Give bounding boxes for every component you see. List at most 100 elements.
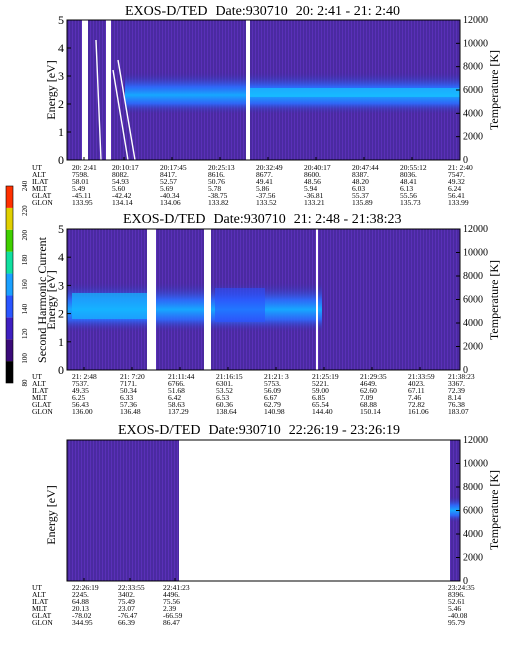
orbit-cell: 4496.	[163, 590, 180, 599]
orbit-cell: 20.13	[72, 604, 89, 613]
orbit-row-label: ILAT	[32, 177, 49, 186]
orbit-cell: 6.42	[168, 393, 181, 402]
panel-3-ylabel-right: Temperature [K]	[487, 470, 501, 550]
right-tick-label: 12000	[463, 15, 488, 26]
orbit-row-label: ILAT	[32, 386, 49, 395]
right-tick-label: 2000	[463, 553, 483, 564]
left-tick-label: 4	[58, 250, 64, 264]
orbit-cell: 133.82	[208, 198, 229, 207]
orbit-cell: 5221.	[312, 379, 329, 388]
colorbar-tick-label: 140	[21, 303, 29, 314]
orbit-row-label: GLAT	[32, 400, 52, 409]
orbit-cell: 57.36	[120, 400, 137, 409]
orbit-cell: 6.13	[400, 184, 413, 193]
colorbar-cell	[6, 186, 13, 208]
colorbar-tick-label: 200	[21, 230, 29, 241]
orbit-cell: -40.34	[160, 191, 180, 200]
panel-2-left-axis: 0 1 2 3 4 5	[58, 222, 71, 377]
panel-2-right-axis: 0 2000 4000 6000 8000 10000 12000	[456, 224, 488, 376]
panel-2-ylabel-right: Temperature [K]	[487, 260, 501, 340]
orbit-cell: 6766.	[168, 379, 185, 388]
orbit-row-label: MLT	[32, 393, 48, 402]
orbit-row-label: GLON	[32, 198, 53, 207]
colorbar-scale	[6, 186, 13, 383]
orbit-cell: 133.99	[448, 198, 469, 207]
orbit-cell: -38.75	[208, 191, 228, 200]
orbit-cell: 20: 2:41	[72, 163, 97, 172]
orbit-cell: 8.14	[448, 393, 461, 402]
left-tick-label: 1	[58, 125, 64, 139]
orbit-cell: 72.39	[448, 386, 465, 395]
colorbar-cell	[6, 339, 13, 362]
panel-3-band-right	[450, 496, 460, 522]
right-tick-label: 6000	[463, 295, 483, 306]
orbit-cell: 5.94	[304, 184, 317, 193]
orbit-row-label: GLAT	[32, 191, 52, 200]
left-tick-label: 0	[58, 363, 64, 377]
orbit-cell: 49.41	[256, 177, 273, 186]
orbit-cell: 22:26:19	[72, 583, 99, 592]
colorbar-tick-label: 220	[21, 205, 29, 216]
orbit-cell: 8600.	[304, 170, 321, 179]
orbit-cell: 133.52	[256, 198, 277, 207]
orbit-cell: 21:33:59	[408, 372, 435, 381]
right-tick-label: 10000	[463, 38, 488, 49]
orbit-cell: 344.95	[72, 618, 93, 627]
orbit-cell: 7.46	[408, 393, 421, 402]
orbit-cell: 135.89	[352, 198, 373, 207]
orbit-cell: -42.42	[112, 191, 132, 200]
orbit-cell: 58.63	[168, 400, 185, 409]
orbit-cell: 21: 2:40	[448, 163, 473, 172]
panel-3: EXOS-D/TED Date:930710 22:26:19 - 23:26:19…	[32, 423, 501, 627]
orbit-cell: 66.39	[118, 618, 135, 627]
orbit-cell: 62.79	[264, 400, 281, 409]
orbit-cell: 3367.	[448, 379, 465, 388]
left-tick-label: 0	[58, 153, 64, 167]
panel-2-ylabel-left: Energy [eV]	[44, 270, 58, 329]
right-tick-label: 2000	[463, 132, 483, 143]
panel-3-ylabel-left: Energy [eV]	[44, 485, 58, 544]
orbit-row-label: GLON	[32, 407, 53, 416]
orbit-cell: -45.11	[72, 191, 91, 200]
panel-1: EXOS-D/TED Date:930710 20: 2:41 - 21: 2:40…	[32, 4, 501, 207]
orbit-cell: 6.24	[448, 184, 461, 193]
orbit-cell: 21: 2:48	[72, 372, 97, 381]
orbit-cell: 76.38	[448, 400, 465, 409]
orbit-cell: 20:40:17	[304, 163, 331, 172]
orbit-cell: 140.98	[264, 407, 285, 416]
orbit-cell: 6.33	[120, 393, 133, 402]
orbit-cell: 150.14	[360, 407, 381, 416]
orbit-cell: 4023.	[408, 379, 425, 388]
orbit-cell: 5.60	[112, 184, 125, 193]
orbit-cell: 137.29	[168, 407, 189, 416]
orbit-cell: 6.67	[264, 393, 277, 402]
orbit-cell: 20:32:49	[256, 163, 283, 172]
orbit-row-label: ALT	[32, 170, 46, 179]
left-tick-label: 3	[58, 278, 64, 292]
orbit-cell: 133.21	[304, 198, 325, 207]
orbit-cell: 51.68	[168, 386, 185, 395]
orbit-cell: 20:55:12	[400, 163, 427, 172]
orbit-cell: 6.03	[352, 184, 365, 193]
orbit-cell: 5.49	[72, 184, 85, 193]
colorbar-cell	[6, 251, 13, 274]
orbit-cell: 2245.	[72, 590, 89, 599]
colorbar-tick-label: 100	[21, 353, 29, 364]
orbit-cell: 4649.	[360, 379, 377, 388]
orbit-cell: 6.85	[312, 393, 325, 402]
right-tick-label: 2000	[463, 342, 483, 353]
orbit-cell: 138.64	[216, 407, 237, 416]
colorbar-cell	[6, 317, 13, 340]
orbit-cell: 133.95	[72, 198, 93, 207]
orbit-cell: 50.76	[208, 177, 225, 186]
orbit-cell: 6301.	[216, 379, 233, 388]
panel-2-band-right	[215, 288, 265, 322]
panel-1-data-gap	[246, 20, 250, 160]
right-tick-label: 4000	[463, 108, 483, 119]
panel-2-title: EXOS-D/TED Date:930710 21: 2:48 - 21:38:23	[123, 212, 402, 227]
orbit-cell: 67.11	[408, 386, 425, 395]
orbit-cell: 50.34	[120, 386, 137, 395]
left-tick-label: 2	[58, 97, 64, 111]
